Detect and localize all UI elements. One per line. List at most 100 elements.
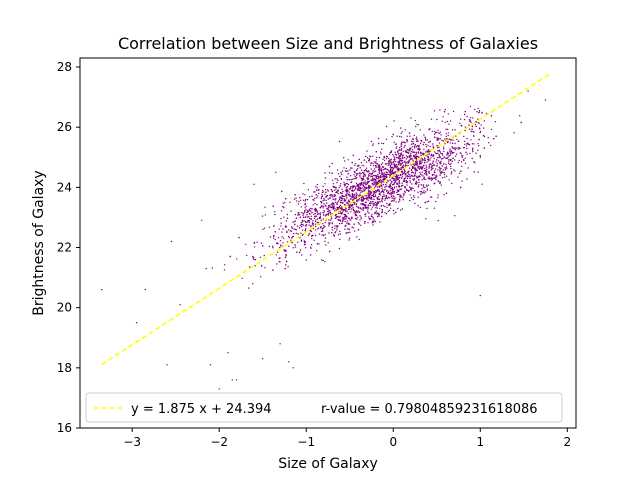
- scatter-point: [440, 134, 442, 136]
- scatter-point: [425, 171, 428, 173]
- scatter-point: [362, 195, 364, 198]
- scatter-point: [409, 194, 411, 196]
- scatter-point: [385, 158, 388, 160]
- scatter-point: [429, 196, 432, 198]
- scatter-point: [298, 214, 301, 216]
- scatter-point: [375, 179, 377, 181]
- scatter-point: [412, 138, 414, 140]
- scatter-point: [367, 209, 369, 211]
- scatter-point: [393, 182, 395, 184]
- scatter-point: [248, 287, 250, 289]
- scatter-point: [341, 170, 344, 172]
- scatter-point: [398, 168, 400, 170]
- scatter-point: [394, 143, 397, 145]
- scatter-point: [393, 195, 395, 198]
- scatter-point: [325, 244, 327, 246]
- scatter-point: [375, 170, 377, 172]
- scatter-point: [360, 172, 362, 175]
- scatter-point: [338, 206, 340, 209]
- scatter-point: [340, 178, 343, 180]
- scatter-point: [371, 222, 373, 224]
- scatter-point: [335, 191, 338, 194]
- scatter-point: [283, 206, 285, 209]
- scatter-point: [357, 222, 360, 224]
- scatter-point: [427, 184, 430, 186]
- scatter-point: [365, 167, 368, 169]
- scatter-point: [454, 129, 456, 131]
- scatter-point: [281, 236, 283, 238]
- legend-box: [85, 392, 563, 423]
- scatter-point: [419, 171, 421, 174]
- scatter-point: [447, 151, 449, 154]
- scatter-point: [361, 189, 363, 192]
- scatter-point: [386, 182, 388, 184]
- scatter-point: [282, 205, 284, 208]
- scatter-point: [378, 169, 380, 172]
- scatter-point: [415, 159, 418, 161]
- scatter-point: [277, 242, 279, 245]
- x-tick-label: 1: [476, 435, 484, 449]
- scatter-point: [481, 183, 483, 185]
- scatter-point: [367, 178, 369, 180]
- scatter-point: [382, 195, 384, 198]
- scatter-point: [285, 226, 288, 228]
- scatter-point: [388, 161, 390, 163]
- scatter-point: [328, 222, 330, 224]
- scatter-point: [432, 177, 434, 179]
- scatter-point: [436, 138, 438, 141]
- scatter-point: [390, 161, 392, 163]
- scatter-point: [338, 140, 341, 143]
- scatter-point: [325, 191, 327, 193]
- scatter-point: [409, 180, 411, 182]
- scatter-point: [355, 203, 358, 205]
- scatter-point: [410, 155, 412, 157]
- scatter-point: [368, 195, 370, 197]
- scatter-point: [332, 234, 335, 236]
- scatter-point: [438, 166, 440, 168]
- scatter-point: [483, 127, 485, 129]
- scatter-point: [454, 215, 456, 217]
- scatter-point: [318, 233, 321, 235]
- scatter-point: [426, 161, 428, 163]
- scatter-point: [304, 216, 307, 218]
- scatter-point: [329, 219, 332, 221]
- scatter-point: [323, 197, 325, 200]
- scatter-point: [312, 234, 314, 237]
- scatter-point: [463, 113, 466, 116]
- scatter-point: [372, 143, 374, 145]
- scatter-point: [419, 129, 421, 131]
- scatter-point: [387, 191, 390, 194]
- scatter-point: [420, 151, 422, 154]
- scatter-point: [426, 185, 428, 188]
- scatter-point: [391, 170, 394, 172]
- scatter-point: [405, 164, 407, 167]
- scatter-point: [268, 226, 271, 228]
- scatter-point: [383, 189, 385, 191]
- scatter-point: [445, 135, 447, 138]
- scatter-point: [283, 216, 285, 218]
- scatter-point: [339, 238, 341, 240]
- scatter-point: [390, 187, 393, 189]
- scatter-point: [308, 224, 310, 226]
- scatter-point: [309, 229, 312, 232]
- scatter-point: [422, 164, 425, 167]
- scatter-point: [292, 367, 294, 369]
- scatter-point: [389, 197, 391, 199]
- scatter-point: [439, 138, 441, 140]
- scatter-point: [400, 127, 402, 129]
- scatter-point: [382, 142, 385, 145]
- scatter-point: [468, 128, 471, 130]
- scatter-point: [436, 175, 438, 178]
- scatter-point: [384, 177, 386, 180]
- scatter-point: [431, 174, 434, 177]
- scatter-point: [452, 152, 454, 154]
- scatter-point: [473, 171, 475, 173]
- scatter-point: [409, 188, 412, 190]
- scatter-point: [254, 265, 256, 267]
- scatter-point: [416, 136, 418, 138]
- scatter-point: [370, 175, 372, 178]
- scatter-point: [263, 227, 266, 229]
- scatter-point: [367, 197, 370, 199]
- scatter-point: [411, 140, 413, 142]
- scatter-point: [373, 168, 376, 170]
